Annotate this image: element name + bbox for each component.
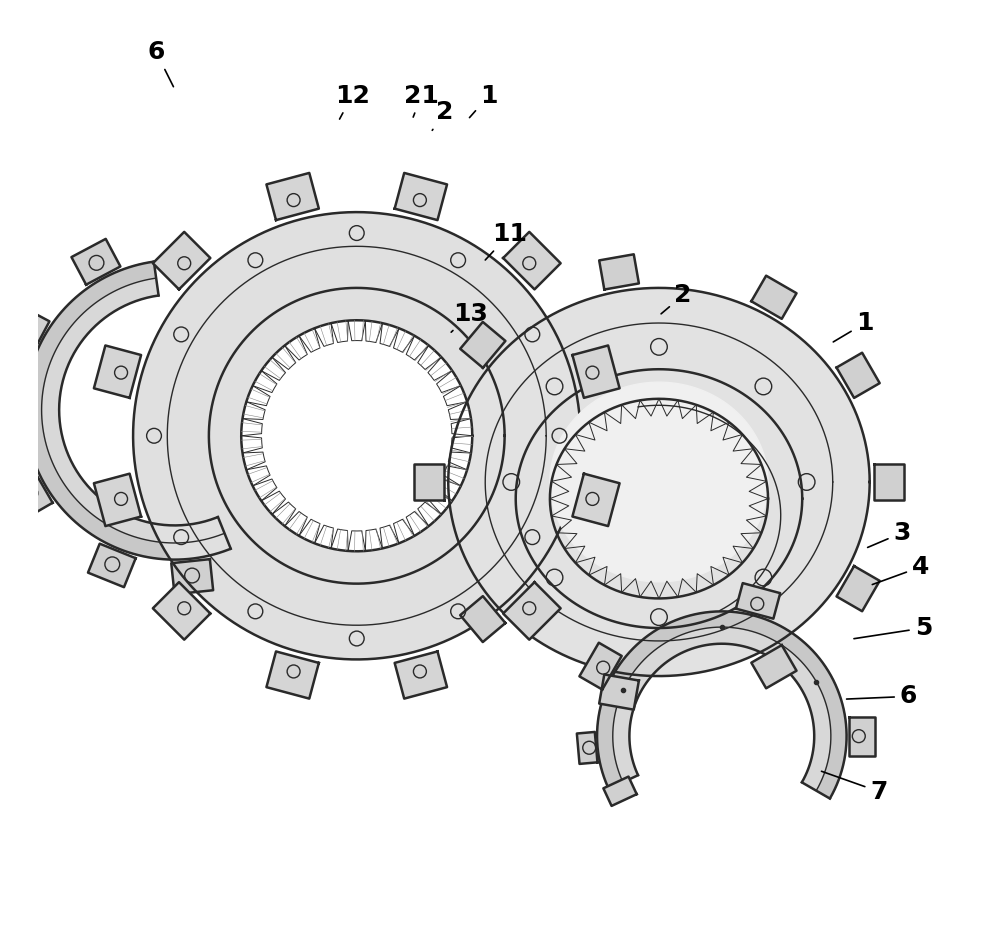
Polygon shape [94,474,141,527]
Polygon shape [153,232,210,289]
Text: 1: 1 [469,83,498,118]
Polygon shape [599,675,639,710]
Polygon shape [414,464,444,500]
Text: 6: 6 [847,684,917,708]
Polygon shape [25,261,231,560]
Text: 2: 2 [432,100,453,131]
Polygon shape [153,582,210,640]
Polygon shape [597,612,847,798]
Text: 13: 13 [451,302,488,332]
Polygon shape [579,642,622,690]
Polygon shape [25,261,231,560]
Polygon shape [751,275,797,319]
Polygon shape [0,390,23,429]
Text: 4: 4 [872,555,929,585]
Polygon shape [751,645,797,689]
Polygon shape [171,559,213,594]
Polygon shape [460,596,505,642]
Polygon shape [71,239,120,285]
Polygon shape [572,346,620,398]
Polygon shape [849,717,875,756]
Polygon shape [241,320,472,552]
Text: 2: 2 [661,284,692,314]
Polygon shape [88,543,136,587]
Polygon shape [550,382,768,582]
Polygon shape [133,212,580,659]
Polygon shape [448,288,870,676]
Polygon shape [266,652,319,699]
Text: 1: 1 [833,311,874,342]
Polygon shape [736,583,780,618]
Text: 11: 11 [485,222,527,260]
Text: 12: 12 [335,83,370,119]
Text: 5: 5 [854,616,932,640]
Polygon shape [94,346,141,398]
Text: 6: 6 [148,40,173,87]
Polygon shape [599,254,639,289]
Polygon shape [6,469,53,518]
Text: 21: 21 [404,83,439,117]
Polygon shape [874,464,904,500]
Polygon shape [395,652,447,699]
Polygon shape [503,582,561,640]
Polygon shape [603,777,637,806]
Polygon shape [266,173,319,220]
Polygon shape [577,732,597,764]
Text: 3: 3 [868,521,911,548]
Polygon shape [395,173,447,220]
Polygon shape [460,322,505,368]
Polygon shape [572,474,620,527]
Polygon shape [4,307,49,356]
Polygon shape [837,566,880,611]
Text: 7: 7 [821,771,888,804]
Polygon shape [837,353,880,398]
Polygon shape [597,612,847,798]
Polygon shape [503,232,561,289]
